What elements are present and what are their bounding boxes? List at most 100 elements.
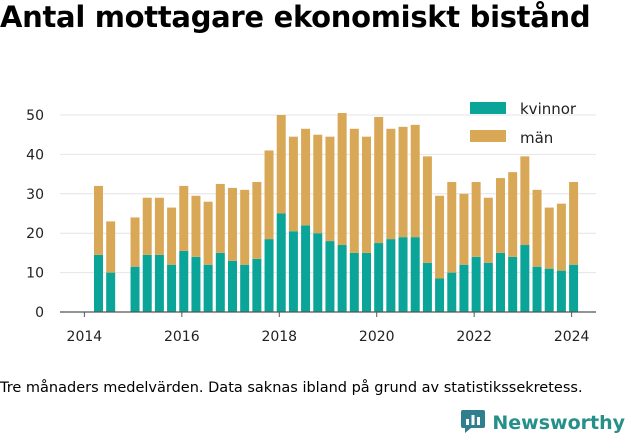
bar-man	[167, 207, 177, 265]
x-tick-label: 2014	[67, 329, 103, 345]
bar-kvinnor	[410, 237, 420, 312]
bar-kvinnor	[556, 270, 566, 312]
brand-name: Newsworthy	[492, 412, 625, 434]
bar-kvinnor	[435, 278, 445, 312]
footnote: Tre månaders medelvärden. Data saknas ib…	[0, 380, 583, 396]
bar-kvinnor	[325, 241, 335, 312]
bar-man	[179, 185, 189, 251]
bar-kvinnor	[495, 252, 505, 312]
bar-kvinnor	[252, 258, 262, 312]
bar-kvinnor	[203, 264, 213, 312]
bar-kvinnor	[313, 233, 323, 312]
y-tick-label: 10	[26, 266, 44, 282]
x-tick-label: 2024	[554, 329, 590, 345]
bar-man	[142, 197, 152, 255]
bar-kvinnor	[386, 239, 396, 312]
bar-kvinnor	[544, 268, 554, 312]
bar-kvinnor	[93, 254, 103, 312]
bar-man	[130, 217, 140, 267]
bar-man	[337, 113, 347, 246]
bar-kvinnor	[508, 256, 518, 312]
y-tick-label: 50	[26, 108, 44, 124]
bar-man	[288, 136, 298, 232]
bar-man	[215, 183, 225, 253]
bar-man	[325, 136, 335, 242]
legend: kvinnor män	[470, 100, 577, 147]
bar-man	[556, 203, 566, 271]
bar-kvinnor	[106, 272, 116, 312]
bar-kvinnor	[215, 252, 225, 312]
bar-man	[264, 150, 274, 240]
bar-man	[386, 128, 396, 240]
bar-man	[301, 128, 311, 226]
bar-kvinnor	[301, 225, 311, 312]
bar-kvinnor	[483, 262, 493, 312]
bar-man	[508, 172, 518, 257]
bar-man	[252, 181, 262, 259]
legend-label-man: män	[520, 129, 553, 147]
bar-man	[569, 181, 579, 265]
legend-swatch-kvinnor	[470, 102, 506, 114]
bar-kvinnor	[398, 237, 408, 312]
bar-kvinnor	[349, 252, 359, 312]
bars	[93, 113, 579, 312]
bar-man	[203, 201, 213, 265]
brand[interactable]: Newsworthy	[460, 408, 625, 438]
y-tick-label: 30	[26, 187, 44, 203]
bar-man	[313, 134, 323, 234]
bar-kvinnor	[337, 245, 347, 312]
bar-kvinnor	[520, 245, 530, 312]
y-tick-label: 20	[26, 226, 44, 242]
newsworthy-logo-icon	[460, 408, 486, 438]
x-tick-label: 2018	[261, 329, 297, 345]
bar-kvinnor	[167, 264, 177, 312]
bar-man	[191, 195, 201, 257]
bar-kvinnor	[471, 256, 481, 312]
bar-man	[106, 221, 116, 273]
y-tick-label: 40	[26, 147, 44, 163]
y-tick-label: 0	[35, 305, 44, 321]
bar-man	[374, 116, 384, 244]
bar-man	[532, 189, 542, 267]
bar-man	[495, 178, 505, 253]
bar-man	[240, 189, 250, 265]
bar-man	[276, 115, 286, 214]
legend-swatch-man	[470, 130, 506, 142]
bar-kvinnor	[361, 252, 371, 312]
bar-man	[483, 197, 493, 263]
x-tick-label: 2016	[164, 329, 200, 345]
bar-kvinnor	[447, 272, 457, 312]
x-tick-label: 2020	[359, 329, 395, 345]
bar-man	[349, 128, 359, 253]
bar-kvinnor	[130, 266, 140, 312]
x-axis-ticks: 2014 2016 2018 2020 2022 2024	[67, 312, 590, 345]
bar-kvinnor	[191, 256, 201, 312]
bar-man	[398, 126, 408, 238]
bar-man	[471, 181, 481, 257]
bar-man	[459, 193, 469, 265]
bar-kvinnor	[276, 213, 286, 312]
bar-kvinnor	[288, 231, 298, 312]
x-tick-label: 2022	[456, 329, 492, 345]
bar-man	[520, 156, 530, 246]
bar-kvinnor	[264, 239, 274, 312]
bar-man	[447, 181, 457, 273]
bar-man	[435, 195, 445, 279]
bar-kvinnor	[459, 264, 469, 312]
bar-kvinnor	[227, 260, 237, 312]
bar-man	[410, 124, 420, 238]
bar-man	[227, 187, 237, 261]
bar-kvinnor	[532, 266, 542, 312]
bar-man	[93, 185, 103, 255]
bar-kvinnor	[154, 254, 164, 312]
legend-label-kvinnor: kvinnor	[520, 100, 577, 118]
chart-title: Antal mottagare ekonomiskt bistånd	[0, 0, 591, 34]
bar-kvinnor	[374, 243, 384, 312]
bar-man	[361, 136, 371, 253]
bar-man	[544, 207, 554, 269]
bar-kvinnor	[179, 250, 189, 312]
bar-kvinnor	[422, 262, 432, 312]
bar-man	[422, 156, 432, 263]
bar-kvinnor	[142, 254, 152, 312]
